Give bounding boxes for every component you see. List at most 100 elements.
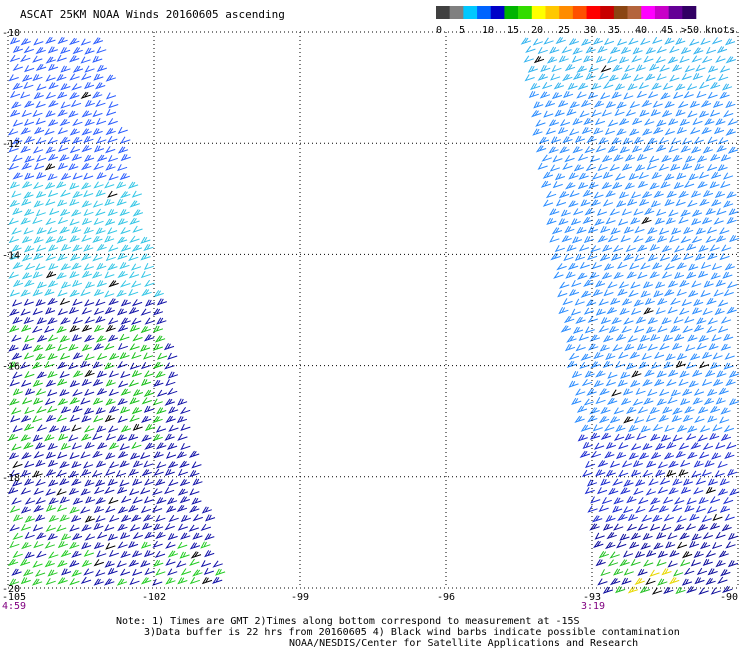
wind-barb — [165, 541, 176, 549]
wind-barb — [618, 191, 629, 199]
wind-barb — [44, 398, 55, 406]
wind-barb — [59, 226, 70, 234]
wind-barb — [702, 146, 713, 154]
wind-barb — [695, 64, 706, 72]
wind-barb — [629, 101, 640, 109]
wind-barb — [689, 100, 700, 108]
wind-barb — [93, 325, 104, 333]
wind-barb — [562, 136, 573, 144]
wind-barb — [12, 388, 23, 396]
wind-barb — [72, 118, 83, 127]
wind-barb — [57, 36, 68, 45]
wind-barb — [637, 271, 648, 279]
wind-barb — [695, 227, 706, 235]
wind-barb — [59, 189, 71, 198]
wind-barb — [96, 172, 107, 180]
wind-barb — [631, 55, 642, 63]
wind-barb — [81, 145, 92, 153]
wind-barb — [728, 208, 739, 216]
wind-barb — [720, 569, 731, 577]
wind-barb — [686, 497, 697, 505]
wind-barb — [45, 253, 56, 262]
wind-barb — [707, 568, 718, 576]
wind-barb — [71, 533, 83, 541]
wind-barb — [724, 352, 735, 360]
wind-barb — [81, 344, 92, 352]
wind-barb — [571, 55, 582, 63]
wind-barb — [192, 569, 203, 577]
wind-barb — [47, 371, 58, 379]
wind-barb — [664, 37, 675, 45]
wind-barb — [164, 468, 175, 476]
wind-barb — [107, 263, 118, 271]
wind-barb — [611, 182, 623, 190]
wind-barb — [545, 127, 556, 135]
wind-barb — [700, 100, 712, 108]
wind-barb — [670, 227, 682, 235]
wind-barb — [21, 397, 33, 405]
wind-barb — [591, 82, 602, 90]
wind-barb — [119, 262, 130, 270]
wind-barb — [80, 451, 91, 459]
wind-barb — [585, 72, 596, 81]
wind-barb — [23, 46, 34, 54]
wind-barb — [691, 280, 702, 288]
wind-barb — [153, 523, 164, 531]
wind-barb — [107, 135, 118, 144]
wind-barb — [701, 56, 713, 64]
wind-barb — [676, 425, 687, 433]
wind-barb — [599, 344, 610, 352]
wind-barb — [541, 154, 552, 162]
wind-barb — [176, 416, 188, 424]
wind-barb — [671, 154, 683, 163]
wind-barb — [20, 506, 32, 514]
wind-barb — [60, 173, 71, 181]
wind-barb — [108, 388, 119, 397]
wind-barb — [678, 469, 689, 477]
wind-barb — [635, 316, 646, 324]
wind-barb — [129, 452, 141, 460]
wind-barb — [712, 513, 723, 521]
wind-barb — [549, 235, 560, 243]
wind-barb — [116, 236, 128, 244]
wind-barb — [689, 513, 700, 521]
wind-barb — [698, 497, 709, 505]
wind-barb — [84, 65, 95, 73]
wind-barb — [715, 397, 726, 405]
wind-barb — [643, 207, 655, 216]
wind-barb — [156, 317, 167, 325]
wind-barb — [60, 406, 71, 414]
wind-barb — [69, 253, 81, 262]
wind-barb — [11, 479, 23, 487]
wind-barb — [131, 407, 142, 415]
wind-barb — [665, 217, 676, 225]
wind-barb — [619, 146, 630, 154]
wind-barb — [60, 101, 71, 109]
wind-barb — [565, 271, 576, 279]
wind-barb — [628, 424, 639, 433]
wind-barb — [593, 352, 604, 360]
wind-barb — [80, 360, 91, 368]
wind-barb — [9, 37, 20, 45]
wind-barb — [720, 433, 732, 442]
wind-barb — [632, 47, 643, 55]
wind-barb — [617, 351, 629, 360]
wind-barb — [656, 73, 667, 81]
wind-barb — [614, 108, 625, 117]
colorbar-swatch — [504, 6, 519, 19]
wind-barb — [93, 73, 104, 81]
wind-barb — [120, 495, 132, 504]
wind-barb — [707, 478, 718, 486]
wind-barb — [593, 100, 605, 108]
swath-time-left: 4:59 — [2, 601, 27, 612]
wind-barb — [709, 433, 720, 441]
wind-barb — [684, 505, 695, 513]
wind-barb — [659, 254, 670, 262]
wind-barb — [562, 162, 573, 171]
wind-barb — [71, 136, 83, 145]
wind-barb — [568, 38, 579, 46]
wind-barb — [725, 56, 736, 64]
wind-barb — [108, 370, 119, 378]
wind-barb — [103, 343, 115, 351]
wind-barb — [60, 442, 71, 451]
